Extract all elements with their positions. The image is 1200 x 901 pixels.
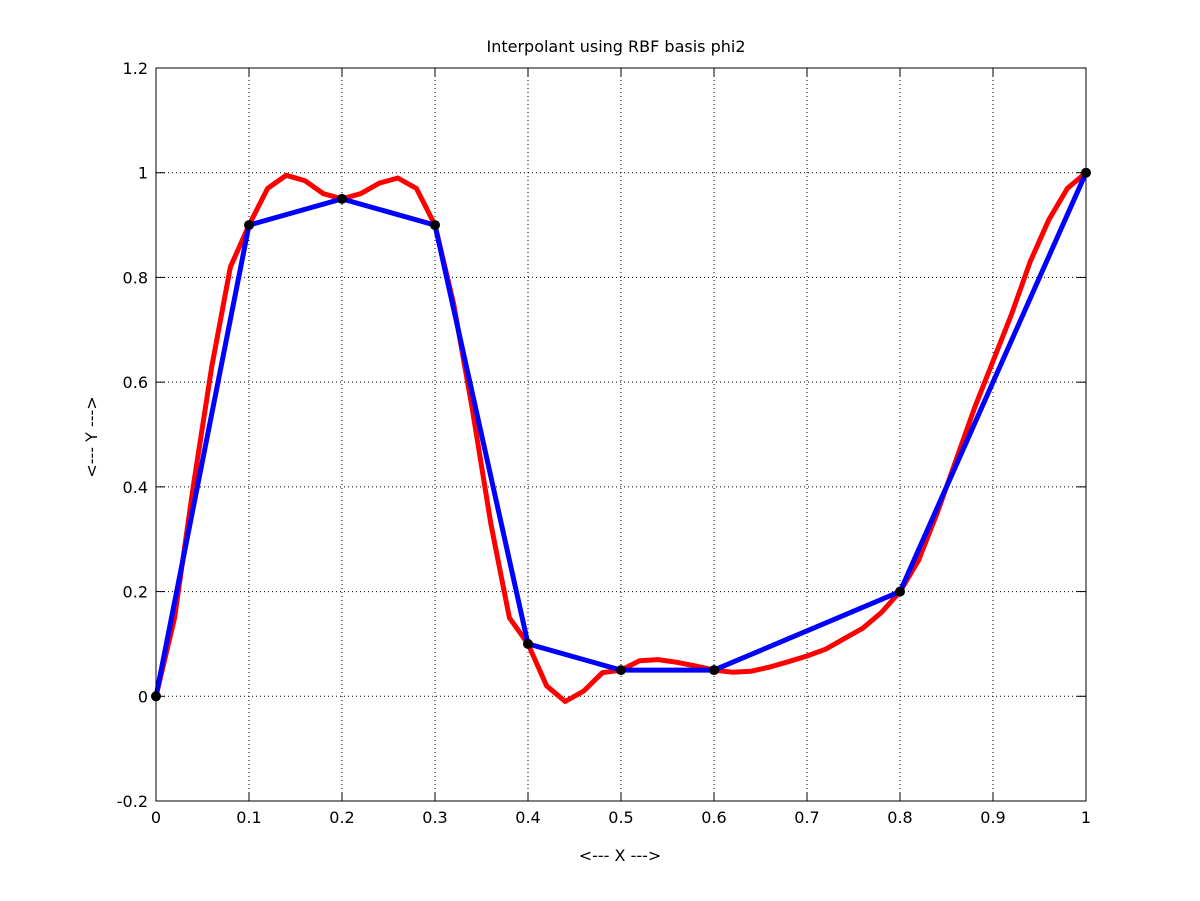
x-tick-label: 0.3 bbox=[422, 808, 447, 827]
x-tick-label: 0.9 bbox=[980, 808, 1005, 827]
data-point-marker bbox=[616, 665, 626, 676]
data-point-marker bbox=[523, 638, 533, 649]
x-tick-label: 0.5 bbox=[608, 808, 633, 827]
axes-background bbox=[156, 68, 1086, 801]
x-tick-label: 1 bbox=[1081, 808, 1091, 827]
y-tick-label: 0.4 bbox=[123, 478, 148, 497]
ticks bbox=[155, 67, 1087, 802]
data-point-marker bbox=[709, 665, 719, 676]
x-tick-label: 0.8 bbox=[887, 808, 912, 827]
data-point-marker bbox=[430, 220, 440, 231]
x-tick-label: 0 bbox=[151, 808, 161, 827]
x-tick-label: 0.7 bbox=[794, 808, 819, 827]
plot-area: 0 0.1 0.2 0.3 0.4 0.5 0.6 0.7 0.8 0.9 1-0.200.20.4… bbox=[117, 59, 1091, 827]
y-tick-label: 0.6 bbox=[123, 373, 148, 392]
y-tick-label: 0.8 bbox=[123, 268, 148, 287]
x-tick-label: 0.1 bbox=[236, 808, 261, 827]
y-tick-label: 0.2 bbox=[123, 583, 148, 602]
data-points bbox=[151, 167, 1091, 702]
y-tick-label: 1 bbox=[138, 164, 148, 183]
y-tick-label: 0 bbox=[138, 687, 148, 706]
y-tick-label: -0.2 bbox=[117, 792, 148, 811]
y-tick-label: 1.2 bbox=[123, 59, 148, 78]
x-tick-label: 0.6 bbox=[701, 808, 726, 827]
tick-labels: 0 0.1 0.2 0.3 0.4 0.5 0.6 0.7 0.8 0.9 1-0.200.20.4… bbox=[117, 59, 1091, 827]
y-axis-title: <--- Y ---> bbox=[82, 396, 101, 477]
x-tick-label: 0.4 bbox=[515, 808, 540, 827]
data-point-marker bbox=[244, 220, 254, 231]
data-point-marker bbox=[895, 586, 905, 597]
data-point-marker bbox=[337, 193, 347, 204]
x-axis-title: <--- X ---> bbox=[579, 846, 662, 865]
x-tick-label: 0.2 bbox=[329, 808, 354, 827]
chart-title: Interpolant using RBF basis phi2 bbox=[486, 37, 745, 56]
